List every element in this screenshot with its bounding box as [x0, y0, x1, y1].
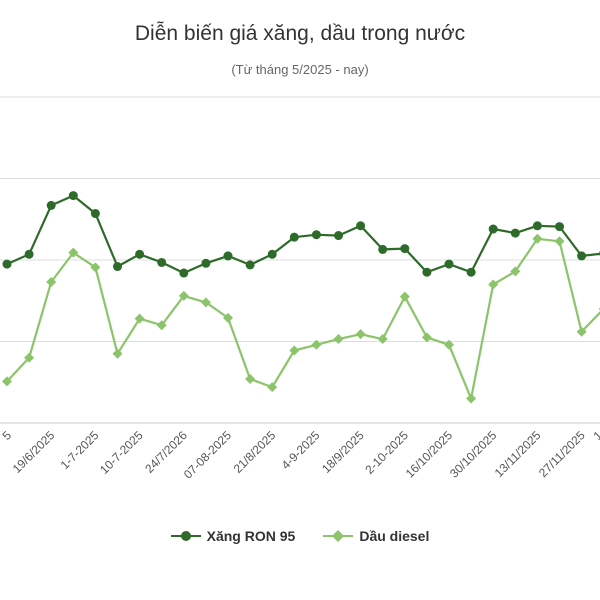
x-tick-label: 30/10/2025 — [447, 428, 500, 481]
data-point-1[interactable] — [112, 348, 123, 359]
data-point-1[interactable] — [355, 329, 366, 340]
grid-lines — [0, 96, 600, 424]
data-point-0[interactable] — [356, 221, 366, 231]
x-tick-label: 27/11/2025 — [536, 428, 588, 480]
data-point-0[interactable] — [466, 267, 476, 277]
data-point-0[interactable] — [2, 259, 12, 269]
data-point-1[interactable] — [200, 297, 211, 308]
legend-label-diesel: Dầu diesel — [359, 528, 430, 544]
data-point-1[interactable] — [267, 382, 278, 393]
legend-label-xang: Xăng RON 95 — [206, 528, 296, 544]
data-point-1[interactable] — [245, 373, 256, 384]
data-point-0[interactable] — [179, 268, 189, 278]
data-point-0[interactable] — [113, 262, 122, 272]
data-point-1[interactable] — [90, 262, 101, 273]
data-point-0[interactable] — [201, 258, 211, 268]
data-point-0[interactable] — [532, 221, 542, 231]
x-tick-label: 13/11/2025 — [492, 428, 544, 480]
data-point-1[interactable] — [156, 320, 167, 331]
data-point-0[interactable] — [223, 251, 233, 261]
x-tick-label: 16/10/2025 — [403, 428, 456, 481]
series-line-1 — [6, 237, 600, 400]
series-line-0 — [6, 194, 600, 275]
legend: Xăng RON 95 Dầu diesel — [0, 528, 600, 544]
data-point-1[interactable] — [421, 332, 432, 343]
data-point-1[interactable] — [178, 290, 189, 301]
x-tick-label: 21/8/2025 — [231, 428, 279, 476]
x-axis-tick-labels: 19/6/2025 1-7-202510-7-202524/7/202607-08… — [0, 428, 600, 482]
data-point-1[interactable] — [510, 266, 521, 277]
data-point-0[interactable] — [422, 267, 432, 277]
data-point-0[interactable] — [90, 209, 100, 219]
data-point-0[interactable] — [311, 230, 321, 240]
data-point-1[interactable] — [68, 247, 79, 258]
legend-swatch-xang — [170, 530, 201, 542]
legend-item-xang[interactable]: Xăng RON 95 — [170, 528, 296, 544]
data-point-0[interactable] — [289, 232, 299, 242]
data-point-1[interactable] — [444, 339, 454, 350]
x-tick-label-fragment-right: 1 — [590, 428, 600, 443]
data-point-0[interactable] — [267, 249, 277, 259]
data-point-1[interactable] — [466, 393, 477, 404]
data-point-0[interactable] — [577, 251, 587, 261]
data-point-0[interactable] — [334, 231, 343, 241]
data-point-1[interactable] — [488, 279, 499, 290]
x-tick-label: 10-7-2025 — [97, 428, 146, 477]
data-point-0[interactable] — [24, 249, 34, 259]
x-tick-label: 18/9/2025 — [319, 428, 367, 476]
x-tick-label: 4-9-2025 — [279, 428, 323, 472]
data-point-0[interactable] — [555, 222, 564, 232]
data-point-0[interactable] — [488, 224, 498, 234]
legend-item-diesel[interactable]: Dầu diesel — [323, 528, 429, 544]
x-tick-label: 1-7-2025 — [58, 428, 102, 472]
chart-subtitle: (Từ tháng 5/2025 - nay) — [231, 62, 369, 77]
data-point-0[interactable] — [510, 228, 520, 238]
data-point-1[interactable] — [576, 326, 587, 337]
data-point-1[interactable] — [377, 334, 388, 345]
x-tick-label: 07-08-2025 — [181, 428, 235, 482]
data-point-0[interactable] — [245, 260, 255, 270]
data-point-1[interactable] — [532, 233, 543, 244]
data-point-1[interactable] — [333, 334, 344, 345]
data-point-1[interactable] — [223, 312, 233, 323]
data-point-0[interactable] — [46, 200, 56, 210]
data-point-1[interactable] — [554, 236, 565, 247]
data-point-0[interactable] — [157, 257, 167, 267]
legend-swatch-diesel — [323, 530, 354, 542]
series-markers — [2, 191, 600, 404]
data-point-1[interactable] — [399, 291, 410, 302]
series-lines — [6, 194, 600, 400]
data-point-1[interactable] — [311, 339, 322, 350]
data-point-0[interactable] — [378, 244, 388, 254]
x-tick-label: 19/6/2025 — [10, 428, 58, 476]
data-point-1[interactable] — [24, 352, 35, 363]
x-tick-label-fragment-left: 5 — [0, 428, 14, 443]
data-point-1[interactable] — [46, 277, 57, 288]
data-point-0[interactable] — [400, 244, 410, 254]
data-point-0[interactable] — [135, 249, 145, 259]
data-point-0[interactable] — [68, 191, 78, 201]
data-point-1[interactable] — [289, 345, 300, 356]
data-point-0[interactable] — [444, 259, 454, 269]
data-point-1[interactable] — [2, 376, 12, 387]
chart-title: Diễn biến giá xăng, dầu trong nước — [134, 22, 466, 45]
data-point-1[interactable] — [134, 313, 145, 324]
